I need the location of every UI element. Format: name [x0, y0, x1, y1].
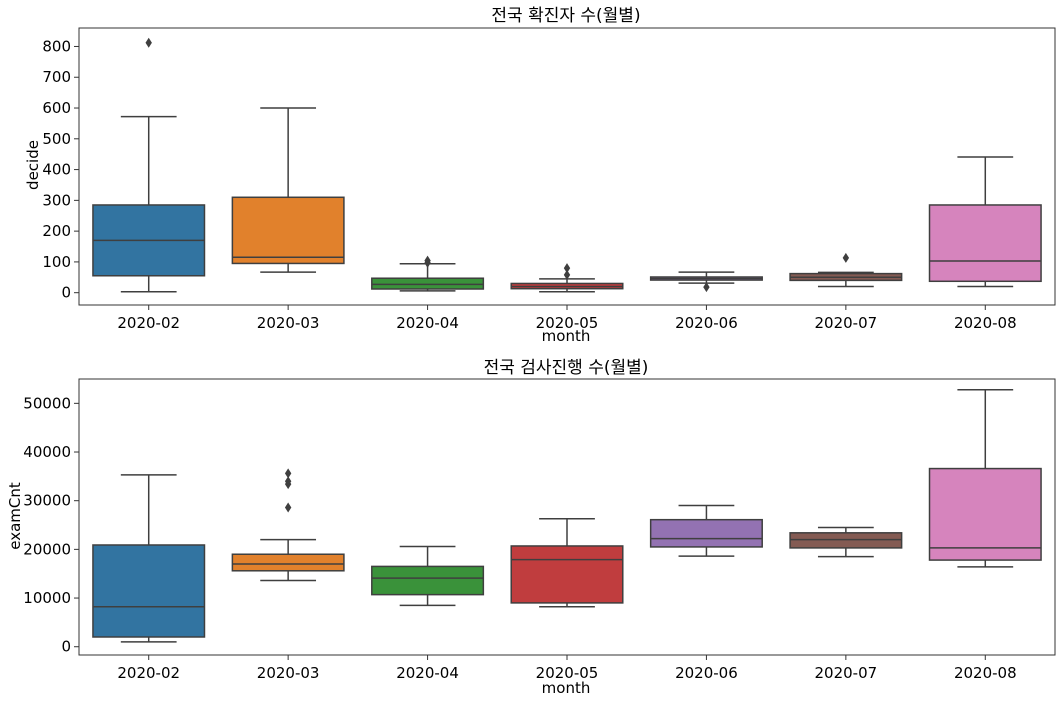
y-tick-label: 700 — [42, 68, 71, 86]
x-tick-label: 2020-04 — [396, 314, 459, 332]
outlier-point — [563, 269, 571, 280]
outlier-point — [284, 476, 292, 487]
box-2020-06 — [649, 271, 763, 293]
x-tick-label: 2020-02 — [117, 314, 180, 332]
x-tick-label: 2020-05 — [536, 664, 599, 682]
plot-area — [79, 379, 1055, 655]
x-tick-label: 2020-07 — [815, 314, 878, 332]
x-tick-label: 2020-05 — [536, 314, 599, 332]
x-tick-label: 2020-08 — [954, 314, 1017, 332]
y-tick-label: 500 — [42, 130, 71, 148]
y-tick-label: 10000 — [23, 589, 71, 607]
chart-title: 전국 확진자 수(월별) — [491, 6, 640, 26]
box-2020-05 — [510, 263, 624, 293]
y-axis-label: decide — [24, 140, 42, 190]
outlier-point — [424, 257, 431, 268]
y-tick-label: 30000 — [23, 492, 71, 510]
x-tick-label: 2020-03 — [257, 314, 320, 332]
y-tick-label: 200 — [42, 222, 71, 240]
box-body — [928, 467, 1042, 561]
x-tick-label: 2020-08 — [954, 664, 1017, 682]
y-tick-label: 0 — [61, 638, 71, 656]
box-body — [510, 545, 624, 604]
box-body — [649, 518, 763, 548]
box-2020-03 — [231, 468, 345, 582]
box-body — [231, 196, 345, 265]
box-2020-02 — [92, 474, 206, 643]
y-tick-label: 600 — [42, 99, 71, 117]
box-body — [92, 544, 206, 638]
outlier-point — [563, 263, 571, 274]
outlier-point — [284, 468, 292, 479]
y-tick-label: 0 — [61, 284, 71, 302]
box-body — [371, 277, 485, 290]
y-axis-label: examCnt — [6, 482, 24, 550]
box-2020-04 — [371, 545, 485, 607]
box-2020-02 — [92, 37, 206, 293]
chart-panel-exams: 전국 검사진행 수(월별) 0 10000 20000 30000 40000 50000… — [6, 358, 1056, 697]
y-tick-label: 20000 — [23, 540, 71, 558]
outlier-point — [842, 252, 850, 263]
box-2020-06 — [649, 504, 763, 557]
x-tick-label: 2020-03 — [257, 664, 320, 682]
x-tick-label: 2020-06 — [675, 664, 738, 682]
y-tick-label: 100 — [42, 253, 71, 271]
box-body — [231, 553, 345, 572]
y-tick-label: 50000 — [23, 394, 71, 412]
x-axis-label: month — [542, 327, 591, 345]
x-axis-label: month — [542, 679, 591, 697]
box-2020-05 — [510, 517, 624, 608]
box-body — [371, 565, 485, 596]
chart-panel-confirmed: 전국 확진자 수(월별) 0 100 200 300 400 500 600 700 800 2… — [24, 6, 1056, 345]
y-tick-label: 800 — [42, 37, 71, 55]
box-2020-08 — [928, 156, 1042, 288]
outlier-point — [284, 502, 292, 513]
outlier-point — [703, 282, 710, 293]
y-tick-label: 300 — [42, 191, 71, 209]
box-2020-03 — [231, 107, 345, 273]
x-tick-label: 2020-07 — [815, 664, 878, 682]
x-tick-label: 2020-06 — [675, 314, 738, 332]
box-body — [928, 204, 1042, 283]
y-tick-label: 40000 — [23, 443, 71, 461]
x-tick-label: 2020-02 — [117, 664, 180, 682]
y-tick-label: 400 — [42, 161, 71, 179]
box-2020-04 — [371, 255, 485, 292]
chart-title: 전국 검사진행 수(월별) — [484, 358, 649, 378]
box-2020-08 — [928, 388, 1042, 568]
x-tick-label: 2020-04 — [396, 664, 459, 682]
outlier-point — [145, 37, 152, 48]
box-2020-07 — [789, 526, 903, 558]
box-2020-07 — [789, 252, 903, 288]
